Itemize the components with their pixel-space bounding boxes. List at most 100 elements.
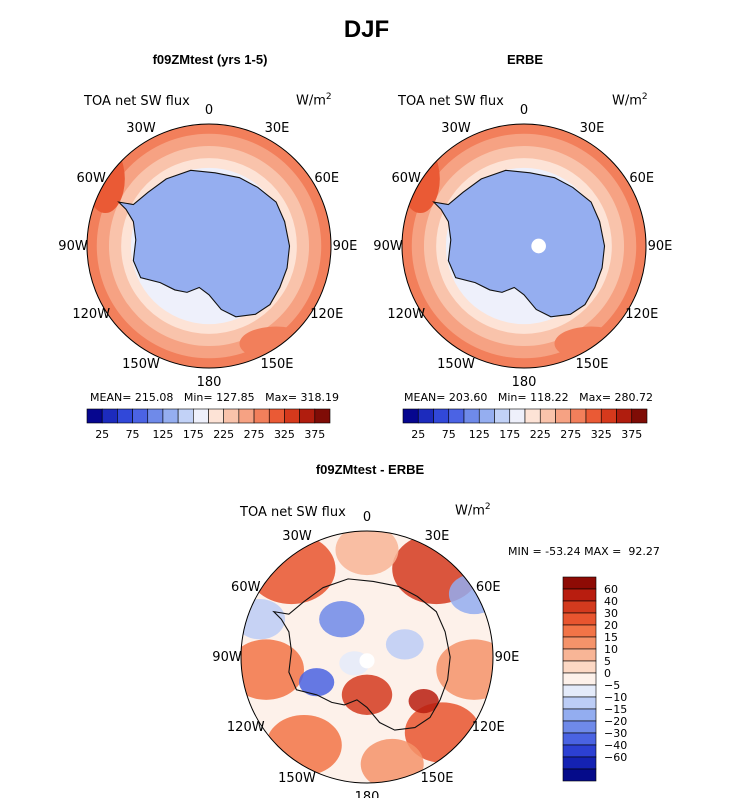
colorbar-swatch	[314, 408, 331, 424]
longitude-label: 0	[363, 510, 371, 525]
colorbar-swatch	[562, 684, 597, 698]
colorbar-swatch	[631, 408, 648, 424]
figure-title: DJF	[343, 16, 390, 43]
colorbar-tick-label: 10	[604, 643, 618, 656]
panel-2-title: ERBE	[506, 52, 544, 67]
colorbar-swatch	[562, 648, 597, 662]
colorbar-tick-label: 125	[469, 428, 490, 441]
longitude-label: 180	[355, 790, 380, 798]
longitude-label: 60W	[392, 171, 422, 186]
longitude-label: 30E	[580, 121, 605, 136]
field-anomaly-13	[298, 668, 335, 697]
longitude-label: 90E	[648, 239, 673, 254]
colorbar-swatch	[562, 768, 597, 782]
colorbar-swatch	[562, 720, 597, 734]
colorbar-tick-label: 375	[304, 428, 325, 441]
field-anomaly-14	[408, 689, 439, 714]
longitude-label: 30W	[282, 529, 312, 544]
longitude-label: 120W	[387, 307, 425, 322]
longitude-label: 150E	[260, 357, 293, 372]
colorbar-tick-label: 225	[213, 428, 234, 441]
longitude-label: 120W	[72, 307, 110, 322]
longitude-label: 30W	[441, 121, 471, 136]
colorbar-tick-label: 125	[152, 428, 173, 441]
colorbar-tick-label: 375	[621, 428, 642, 441]
longitude-label: 0	[520, 103, 528, 118]
colorbar-swatch	[562, 708, 597, 722]
longitude-label: 90E	[495, 650, 520, 665]
map-field	[402, 124, 646, 368]
longitude-label: 180	[197, 375, 222, 390]
antarctica-field	[433, 170, 605, 317]
colorbar-tick-label: 325	[274, 428, 295, 441]
colorbar-swatch	[562, 660, 597, 674]
map-field	[87, 124, 331, 368]
colorbar-tick-label: −10	[604, 691, 627, 704]
longitude-label: 30E	[425, 529, 450, 544]
colorbar-tick-label: 75	[126, 428, 140, 441]
polar-gap	[359, 653, 375, 669]
map-border	[86, 123, 332, 369]
panel-3-title: f09ZMtest - ERBE	[315, 462, 425, 477]
colorbar-tick-label: 40	[604, 595, 618, 608]
longitude-label: 150W	[278, 771, 316, 786]
colorbar-tick-label: 275	[244, 428, 265, 441]
longitude-label: 90W	[58, 239, 88, 254]
panel-1-units: W/m2	[296, 92, 332, 109]
field-anomaly-11	[319, 601, 365, 638]
longitude-label: 90W	[212, 650, 242, 665]
coastline	[432, 169, 606, 318]
longitude-label: 30E	[265, 121, 290, 136]
colorbar-swatch	[562, 732, 597, 746]
longitude-label: 120E	[310, 307, 343, 322]
panel-2-stats: MEAN= 203.60 Min= 118.22 Max= 280.72	[404, 391, 654, 404]
colorbar-swatch	[562, 756, 597, 770]
colorbar-tick-label: 60	[604, 583, 618, 596]
colorbar-tick-label: 75	[442, 428, 456, 441]
colorbar-swatch	[562, 576, 597, 590]
longitude-label: 60E	[629, 171, 654, 186]
longitude-label: 150E	[420, 771, 453, 786]
coastline	[117, 169, 291, 318]
panel-3-variable-label: TOA net SW flux	[240, 505, 346, 520]
colorbar-tick-label: −40	[604, 739, 627, 752]
longitude-label: 30W	[126, 121, 156, 136]
colorbar-tick-label: 275	[560, 428, 581, 441]
antarctica-field	[118, 170, 290, 317]
colorbar-tick-label: 5	[604, 655, 611, 668]
panel-2-variable-label: TOA net SW flux	[398, 94, 504, 109]
longitude-label: 120E	[625, 307, 658, 322]
longitude-label: 120E	[472, 720, 505, 735]
colorbar-tick-label: −15	[604, 703, 627, 716]
colorbar-tick-label: 175	[499, 428, 520, 441]
longitude-label: 60E	[476, 580, 501, 595]
longitude-label: 60E	[314, 171, 339, 186]
field-anomaly-6	[335, 531, 399, 576]
longitude-label: 150W	[437, 357, 475, 372]
field-anomaly-2	[241, 639, 305, 700]
field-anomaly-10	[341, 674, 393, 715]
colorbar-tick-label: 15	[604, 631, 618, 644]
colorbar-tick-label: 225	[530, 428, 551, 441]
panel-1-stats: MEAN= 215.08 Min= 127.85 Max= 318.19	[90, 391, 340, 404]
panel-3-units: W/m2	[455, 502, 491, 519]
colorbar-tick-label: 20	[604, 619, 618, 632]
colorbar-tick-label: −20	[604, 715, 627, 728]
longitude-label: 90E	[333, 239, 358, 254]
field-anomaly-12	[385, 629, 424, 660]
colorbar-tick-label: 25	[95, 428, 109, 441]
field-anomaly-3	[436, 639, 493, 700]
map-field	[241, 531, 493, 783]
panel-1-variable-label: TOA net SW flux	[84, 94, 190, 109]
colorbar-swatch	[562, 600, 597, 614]
colorbar-tick-label: 25	[411, 428, 425, 441]
polar-gap	[531, 238, 546, 254]
colorbar-swatch	[562, 672, 597, 686]
map-border	[240, 530, 494, 784]
panel-1-title: f09ZMtest (yrs 1-5)	[152, 52, 268, 67]
colorbar-tick-label: 0	[604, 667, 611, 680]
